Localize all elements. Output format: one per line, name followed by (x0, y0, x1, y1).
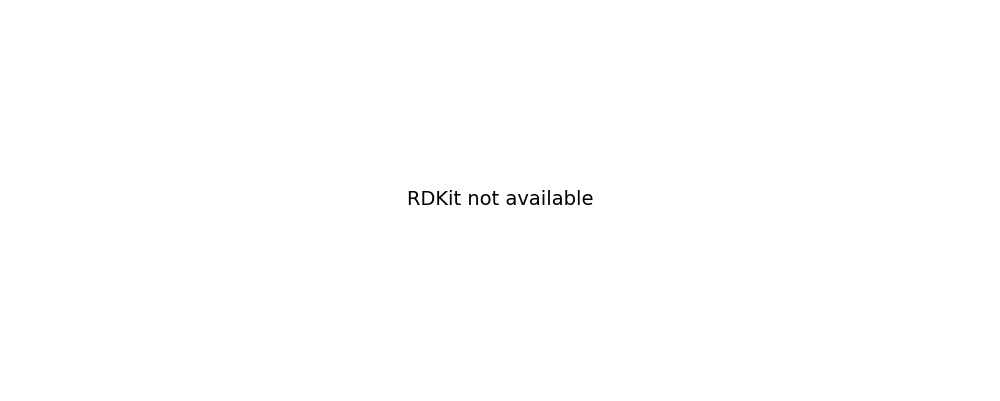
Text: RDKit not available: RDKit not available (407, 190, 593, 209)
